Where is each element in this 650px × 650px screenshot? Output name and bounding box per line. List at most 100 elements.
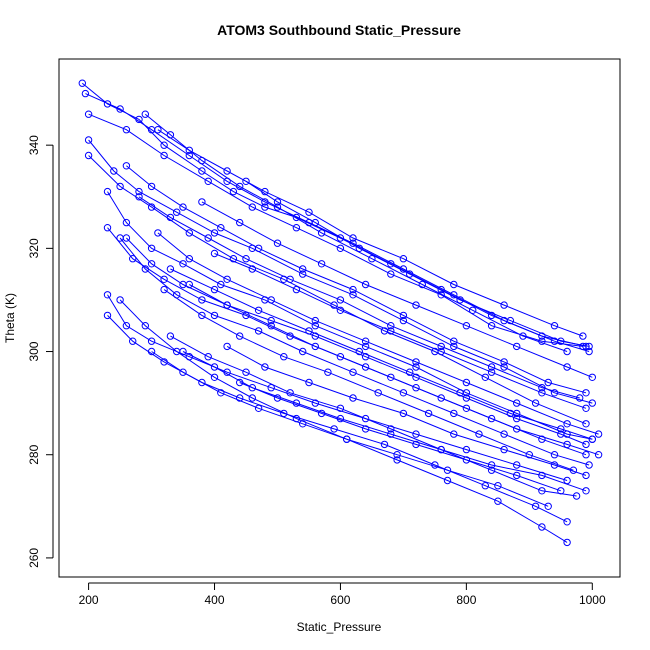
data-point bbox=[513, 471, 521, 480]
data-point bbox=[412, 384, 420, 392]
data-point bbox=[450, 409, 458, 418]
data-point bbox=[424, 409, 433, 418]
data-point bbox=[374, 389, 382, 397]
data-point bbox=[273, 239, 282, 247]
data-point bbox=[582, 440, 590, 449]
data-point bbox=[292, 224, 301, 232]
data-point bbox=[361, 353, 370, 361]
data-point bbox=[236, 378, 244, 387]
data-point bbox=[462, 394, 471, 402]
data-point bbox=[317, 409, 326, 418]
data-point bbox=[286, 275, 294, 283]
data-point bbox=[311, 322, 319, 330]
plot-area bbox=[78, 79, 603, 547]
data-point bbox=[330, 425, 338, 433]
data-point bbox=[229, 255, 238, 263]
data-point bbox=[557, 425, 565, 433]
data-point bbox=[254, 327, 263, 335]
data-point bbox=[242, 368, 250, 376]
data-point bbox=[594, 430, 603, 438]
data-point bbox=[103, 291, 112, 299]
plot-frame bbox=[58, 58, 621, 578]
data-point bbox=[487, 414, 496, 423]
data-point bbox=[336, 234, 345, 242]
series-line bbox=[182, 351, 587, 492]
data-point bbox=[500, 363, 508, 371]
data-point bbox=[317, 229, 326, 237]
data-point bbox=[122, 162, 131, 170]
data-point bbox=[588, 399, 596, 407]
data-point bbox=[185, 229, 194, 237]
data-point bbox=[361, 425, 370, 433]
data-point bbox=[135, 187, 143, 196]
data-point bbox=[588, 373, 596, 381]
series-line bbox=[214, 253, 587, 409]
data-point bbox=[305, 327, 313, 335]
data-point bbox=[576, 394, 584, 402]
data-point bbox=[572, 492, 581, 500]
data-point bbox=[267, 316, 275, 325]
data-point bbox=[368, 255, 376, 263]
data-point bbox=[103, 187, 112, 196]
data-point bbox=[280, 409, 288, 418]
data-point bbox=[141, 110, 150, 118]
data-point bbox=[462, 378, 471, 387]
data-point bbox=[210, 311, 219, 320]
series-line bbox=[85, 93, 590, 352]
data-point bbox=[248, 265, 257, 273]
data-point bbox=[513, 342, 521, 351]
series-line bbox=[119, 237, 590, 466]
data-point bbox=[538, 471, 546, 480]
series-profile-9 bbox=[103, 291, 571, 485]
series-line bbox=[138, 196, 580, 399]
series-profile-4 bbox=[84, 136, 596, 407]
data-point bbox=[355, 244, 363, 253]
series-profile-12 bbox=[122, 234, 590, 449]
data-point bbox=[210, 285, 219, 294]
data-point bbox=[217, 389, 225, 397]
series-line bbox=[88, 139, 593, 404]
data-point bbox=[399, 389, 408, 397]
data-point bbox=[299, 270, 307, 278]
data-point bbox=[487, 322, 496, 330]
data-point bbox=[343, 435, 351, 443]
data-point bbox=[166, 332, 175, 340]
data-point bbox=[305, 208, 313, 216]
data-point bbox=[579, 332, 587, 340]
data-point bbox=[487, 363, 496, 371]
data-point bbox=[267, 296, 275, 304]
data-point bbox=[450, 280, 458, 289]
data-point bbox=[135, 193, 143, 201]
data-point bbox=[236, 332, 244, 340]
data-point bbox=[324, 368, 332, 376]
data-point bbox=[462, 322, 471, 330]
data-point bbox=[198, 296, 206, 304]
series-line bbox=[119, 299, 568, 543]
data-point bbox=[557, 487, 565, 495]
data-point bbox=[412, 430, 420, 438]
data-point bbox=[336, 404, 345, 412]
data-point bbox=[198, 167, 206, 175]
data-point bbox=[487, 368, 496, 376]
series-profile-17 bbox=[160, 285, 578, 474]
data-point bbox=[361, 363, 370, 371]
data-point bbox=[538, 435, 546, 443]
data-point bbox=[261, 203, 269, 211]
data-point bbox=[154, 126, 162, 134]
x-tick-label: 800 bbox=[456, 593, 476, 607]
data-point bbox=[248, 394, 257, 402]
x-axis-title: Static_Pressure bbox=[297, 620, 382, 634]
data-point bbox=[179, 260, 187, 268]
data-point bbox=[236, 182, 244, 191]
data-point bbox=[550, 322, 559, 330]
y-tick-label: 340 bbox=[27, 135, 41, 155]
y-tick-label: 320 bbox=[27, 238, 41, 258]
data-point bbox=[437, 445, 445, 454]
data-point bbox=[210, 229, 219, 237]
data-point bbox=[487, 461, 496, 469]
data-point bbox=[349, 368, 357, 376]
data-point bbox=[406, 270, 414, 278]
x-tick-label: 200 bbox=[79, 593, 99, 607]
data-point bbox=[129, 337, 137, 345]
data-point bbox=[166, 265, 175, 273]
